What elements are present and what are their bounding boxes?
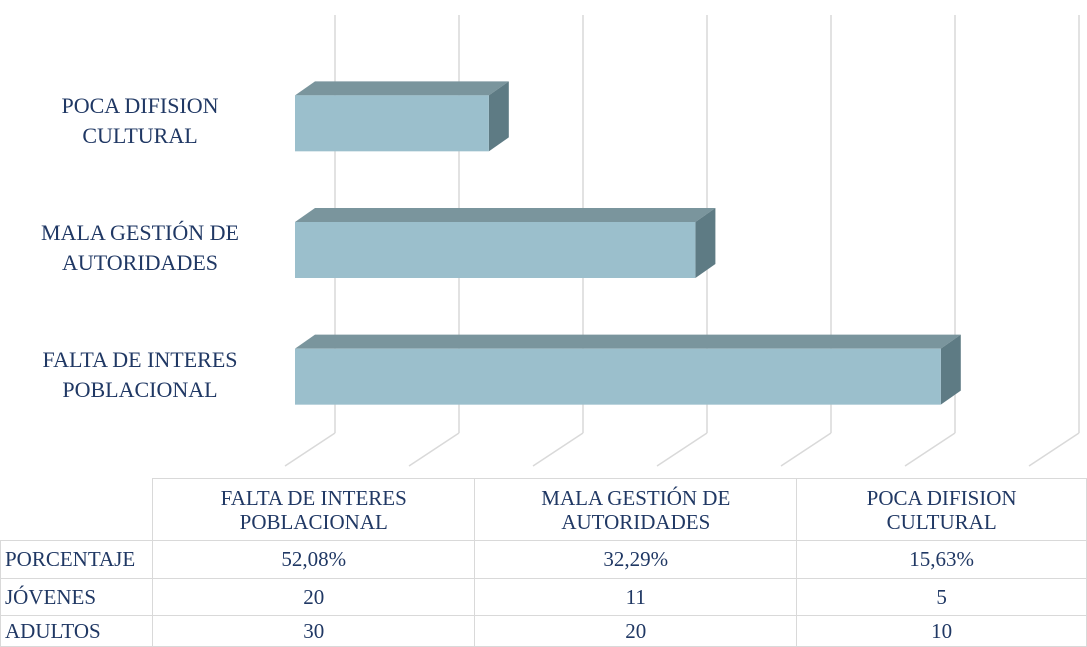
- chart: [284, 15, 1080, 467]
- table-row: ADULTOS 30 20 10: [0, 615, 1087, 647]
- grid-floor-line: [408, 432, 460, 467]
- grid-floor-line: [284, 432, 336, 467]
- grid-floor-line: [532, 432, 584, 467]
- table-cell: 32,29%: [474, 540, 798, 579]
- row-label: JÓVENES: [0, 578, 154, 616]
- table-cell: 20: [152, 578, 476, 616]
- table-row: JÓVENES 20 11 5: [0, 578, 1087, 616]
- data-table: FALTA DE INTERES POBLACIONAL MALA GESTIÓN…: [0, 478, 1087, 647]
- category-label: FALTA DE INTERES POBLACIONAL: [42, 346, 238, 402]
- table-row: PORCENTAJE 52,08% 32,29% 15,63%: [0, 540, 1087, 579]
- table-cell: 15,63%: [796, 540, 1087, 579]
- grid-floor-line: [904, 432, 956, 467]
- table-cell: 30: [152, 615, 476, 647]
- grid-floor-line: [656, 432, 708, 467]
- table-cell: 20: [474, 615, 798, 647]
- table-cell: 5: [796, 578, 1087, 616]
- bar: [295, 95, 489, 152]
- bar-side: [940, 334, 961, 405]
- table-cell: 11: [474, 578, 798, 616]
- bar-top: [295, 208, 716, 222]
- category-label: POCA DIFISION CULTURAL: [61, 93, 219, 149]
- table-header-row: FALTA DE INTERES POBLACIONAL MALA GESTIÓN…: [0, 478, 1087, 541]
- bar: [295, 222, 696, 278]
- column-header: POCA DIFISION CULTURAL: [796, 478, 1087, 541]
- grid-floor-line: [780, 432, 832, 467]
- grid-floor-line: [1028, 432, 1080, 467]
- row-label: ADULTOS: [0, 615, 154, 647]
- column-header: MALA GESTIÓN DE AUTORIDADES: [474, 478, 798, 541]
- table-corner: [0, 478, 154, 541]
- bar-side: [695, 208, 716, 278]
- column-header: FALTA DE INTERES POBLACIONAL: [152, 478, 476, 541]
- bar-top: [295, 81, 509, 96]
- table-cell: 52,08%: [152, 540, 476, 579]
- table-cell: 10: [796, 615, 1087, 647]
- row-label: PORCENTAJE: [0, 540, 154, 579]
- bar: [295, 348, 941, 405]
- bar-top: [295, 334, 961, 349]
- bar-side: [488, 81, 509, 152]
- category-label: MALA GESTIÓN DE AUTORIDADES: [41, 220, 239, 275]
